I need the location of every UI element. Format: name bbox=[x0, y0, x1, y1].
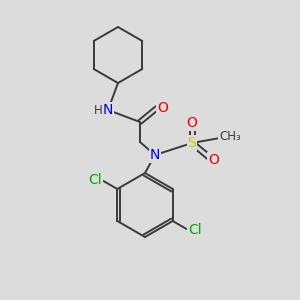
Text: N: N bbox=[103, 103, 113, 117]
Text: O: O bbox=[208, 153, 219, 167]
Text: Cl: Cl bbox=[88, 173, 102, 187]
Text: Cl: Cl bbox=[188, 223, 201, 237]
Text: S: S bbox=[188, 136, 196, 150]
Text: N: N bbox=[150, 148, 160, 162]
Text: O: O bbox=[158, 101, 168, 115]
Text: H: H bbox=[94, 104, 102, 118]
Text: CH₃: CH₃ bbox=[219, 130, 241, 143]
Text: O: O bbox=[187, 116, 197, 130]
